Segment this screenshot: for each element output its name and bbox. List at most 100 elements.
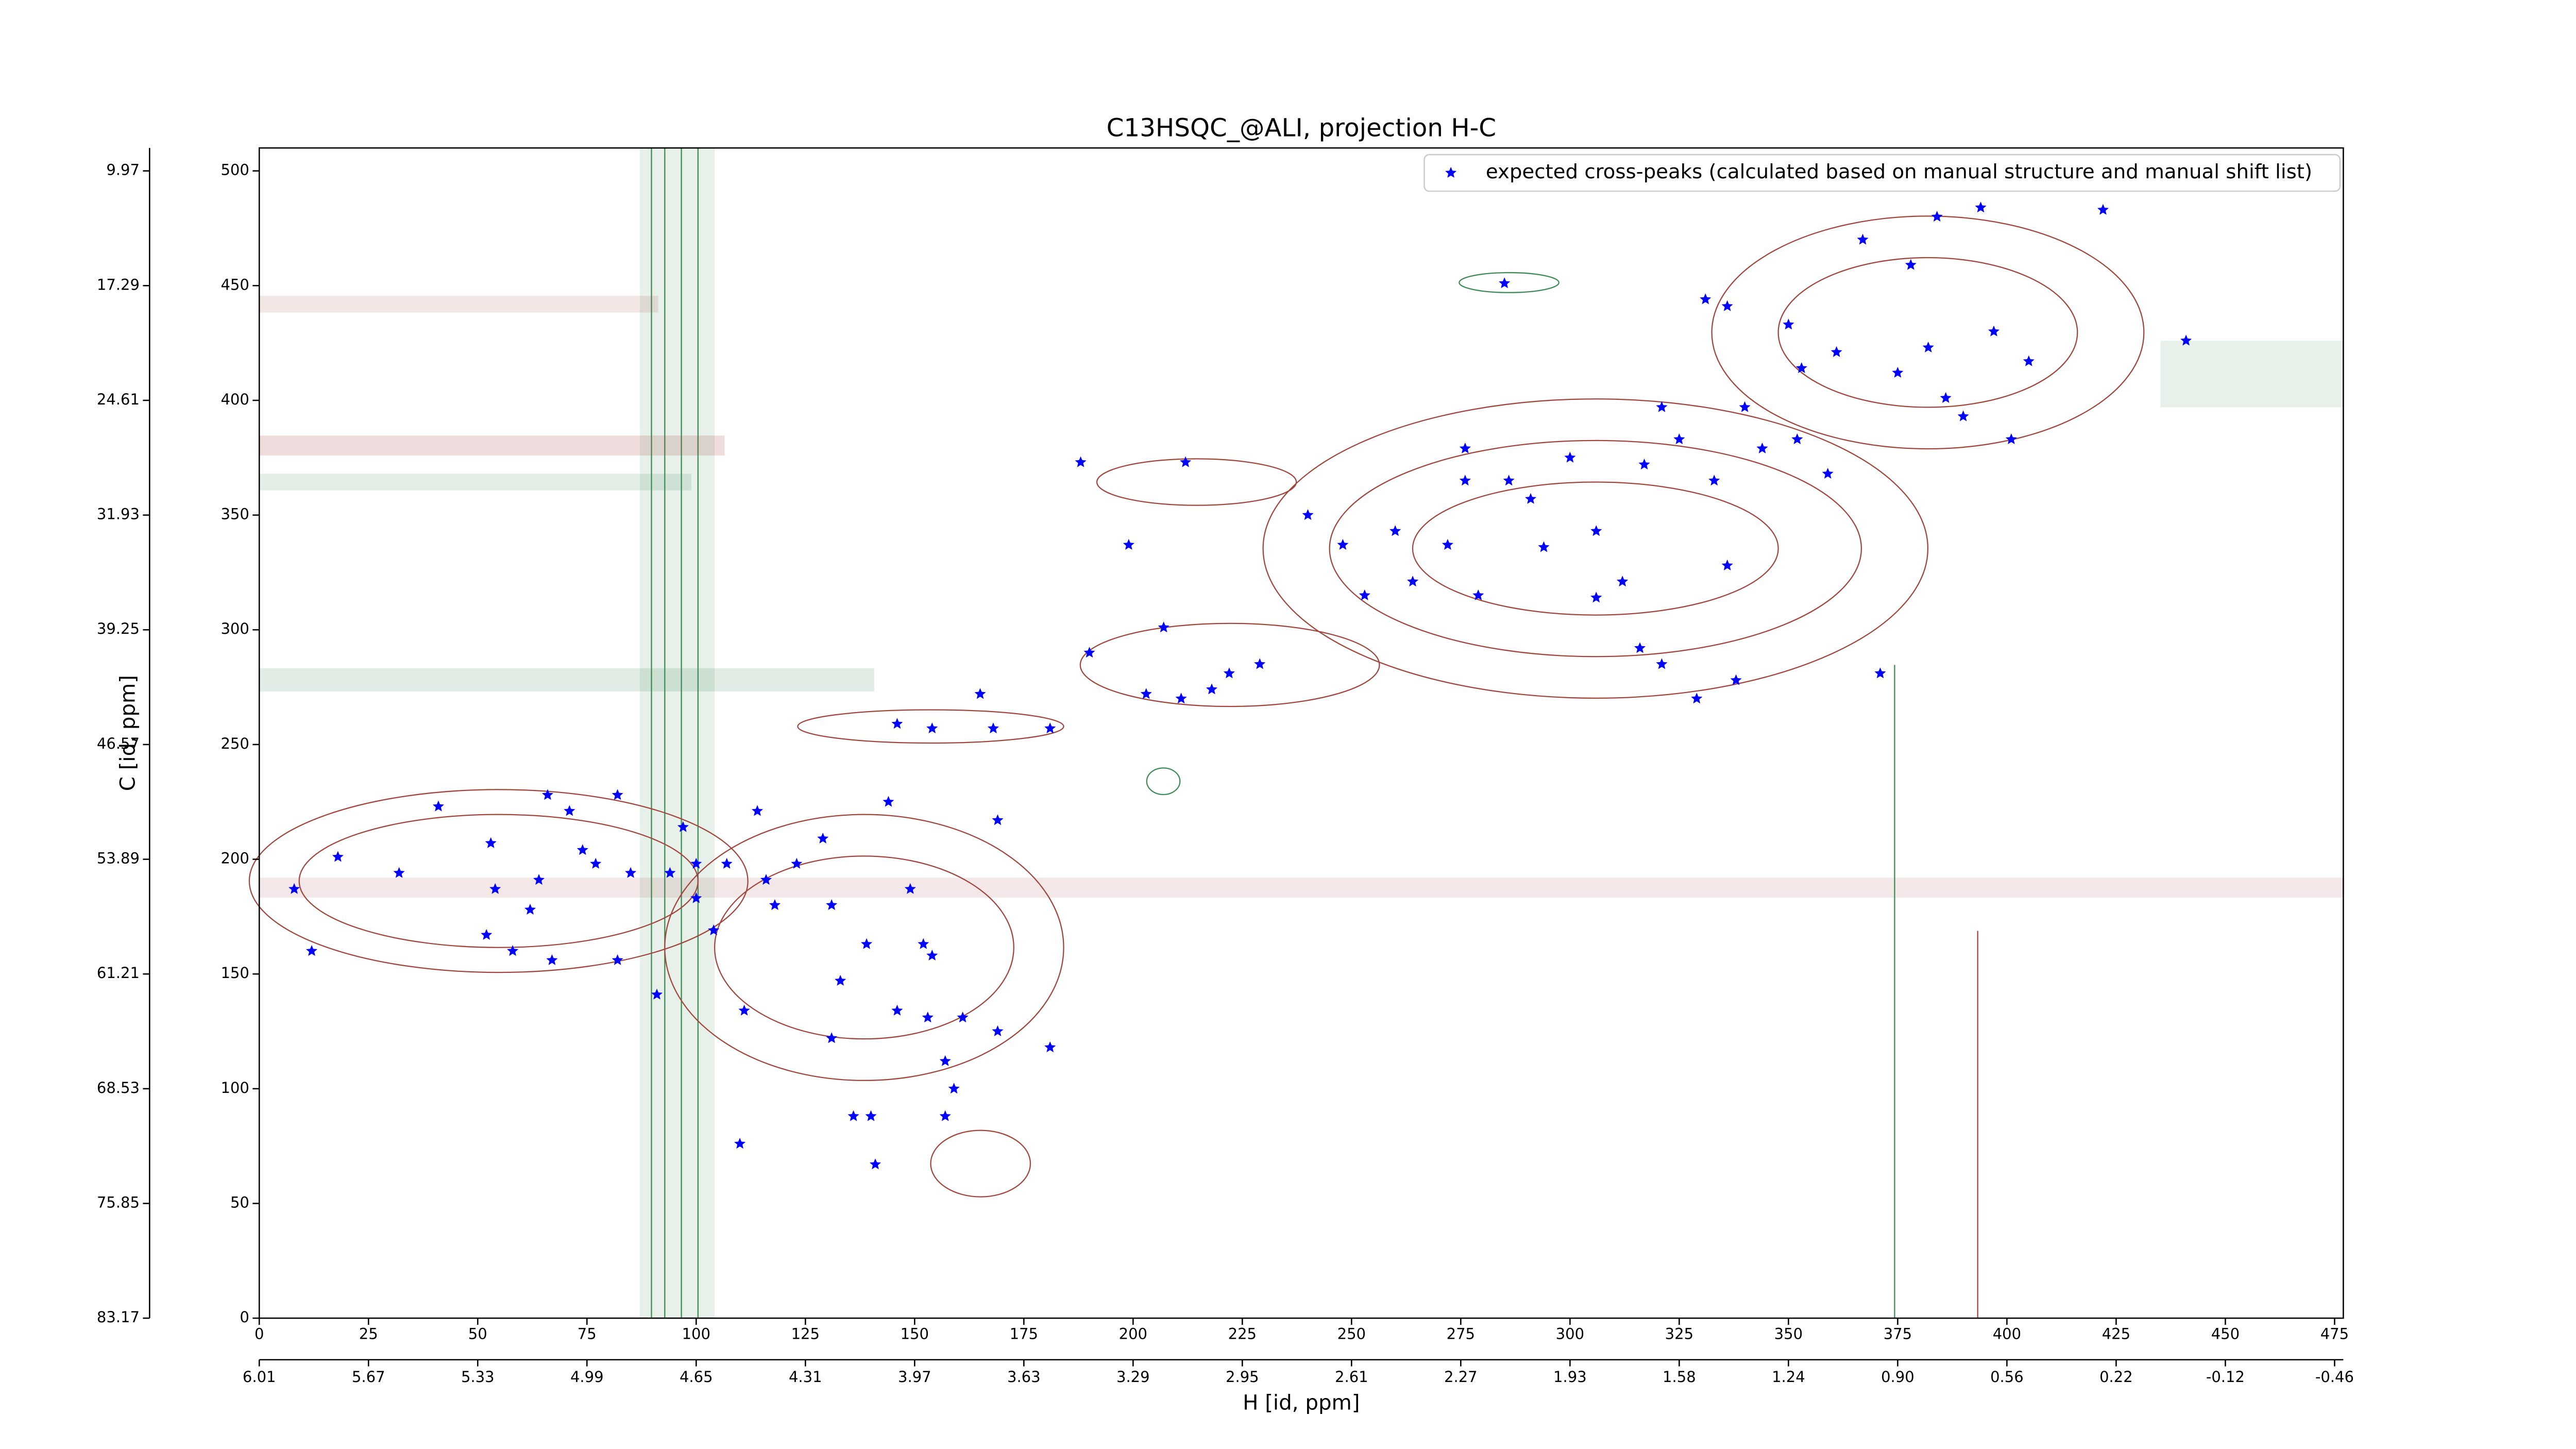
cross-peak-marker <box>1721 559 1733 570</box>
cross-peak-marker <box>1180 456 1192 467</box>
y-tick-label: 450 <box>221 276 249 293</box>
cross-peak-marker <box>524 903 536 915</box>
cross-peak-marker <box>306 945 318 956</box>
x-tick-label: 300 <box>1556 1325 1584 1342</box>
cross-peak-marker <box>1389 525 1401 536</box>
legend: expected cross-peaks (calculated based o… <box>1423 154 2341 192</box>
cross-peak-marker <box>1302 509 1314 520</box>
cross-peak-marker <box>664 867 676 878</box>
cross-peak-marker <box>1223 667 1235 679</box>
x2-tick-label: 2.61 <box>1335 1368 1368 1386</box>
cross-peak-marker <box>904 883 916 894</box>
x-tick-label: 150 <box>901 1325 929 1342</box>
cross-peak-marker <box>1254 658 1266 669</box>
x2-tick-label: 0.90 <box>1881 1368 1914 1386</box>
cross-peak-marker <box>1708 475 1720 486</box>
y2-tick-label: 17.29 <box>97 276 140 293</box>
cross-peak-marker <box>1499 277 1511 289</box>
cross-peak-marker <box>625 867 637 878</box>
cross-peak-marker <box>992 814 1004 825</box>
x2-tick-label: 5.67 <box>352 1368 385 1386</box>
cross-peak-marker <box>612 789 623 800</box>
cross-peak-marker <box>708 924 720 935</box>
x2-tick-label: 4.31 <box>789 1368 822 1386</box>
cross-peak-marker <box>734 1138 746 1149</box>
cross-peak-marker <box>1831 346 1842 357</box>
cross-peak-marker <box>926 949 938 961</box>
x2-tick-label: 2.95 <box>1226 1368 1259 1386</box>
cross-peak-marker <box>481 929 493 940</box>
cross-peak-marker <box>1940 392 1952 403</box>
cross-peaks <box>289 201 2192 1170</box>
y2-tick-label: 83.17 <box>97 1308 140 1326</box>
x-tick-label: 275 <box>1447 1325 1475 1342</box>
x-tick-label: 400 <box>1993 1325 2021 1342</box>
cross-peak-marker <box>865 1110 877 1121</box>
y2-tick-label: 39.25 <box>97 620 140 637</box>
cross-peak-marker <box>1730 674 1742 685</box>
cross-peak-marker <box>1442 538 1453 550</box>
spectrum-contours <box>248 148 2344 1319</box>
cross-peak-marker <box>2180 334 2192 346</box>
cross-peak-marker <box>883 796 894 807</box>
cross-peak-marker <box>1459 475 1471 486</box>
cross-peak-marker <box>939 1055 951 1066</box>
y-tick-label: 500 <box>221 161 249 179</box>
cross-peak-marker <box>690 857 702 869</box>
cross-peak-marker <box>1075 456 1087 467</box>
chart-title: C13HSQC_@ALI, projection H-C <box>1107 114 1496 143</box>
y2-tick-label: 68.53 <box>97 1079 140 1097</box>
x-tick-label: 425 <box>2102 1325 2130 1342</box>
x2-tick-label: 5.33 <box>461 1368 495 1386</box>
cross-peak-marker <box>1525 493 1537 504</box>
cross-peak-marker <box>1857 233 1869 245</box>
x2-tick-label: 2.27 <box>1444 1368 1478 1386</box>
cross-peak-marker <box>332 851 344 862</box>
y2-tick-label: 31.93 <box>97 506 140 523</box>
x-tick-label: 450 <box>2211 1325 2240 1342</box>
cross-peak-marker <box>826 899 838 910</box>
cross-peak-marker <box>817 832 829 844</box>
x-tick-label: 350 <box>1774 1325 1803 1342</box>
y-tick-label: 150 <box>221 964 249 982</box>
plot-frame <box>258 147 2344 1319</box>
cross-peak-marker <box>926 722 938 734</box>
y-tick-label: 50 <box>230 1193 249 1211</box>
cross-peak-marker <box>2097 204 2109 215</box>
cross-peak-marker <box>1083 647 1095 658</box>
cross-peak-marker <box>1538 541 1550 552</box>
cross-peak-marker <box>939 1110 951 1121</box>
cross-peak-marker <box>1874 667 1886 679</box>
cross-peak-marker <box>1459 442 1471 453</box>
x2-tick-label: 3.29 <box>1116 1368 1150 1386</box>
cross-peak-marker <box>546 954 558 965</box>
cross-peak-marker <box>1590 592 1602 603</box>
x2-tick-label: 6.01 <box>243 1368 276 1386</box>
y2-tick-label: 53.89 <box>97 850 140 867</box>
cross-peak-marker <box>393 867 405 878</box>
cross-peak-marker <box>957 1012 969 1023</box>
x-tick-label: 100 <box>682 1325 710 1342</box>
y2-tick-label: 75.85 <box>97 1193 140 1211</box>
cross-peak-marker <box>541 789 553 800</box>
legend-label: expected cross-peaks (calculated based o… <box>1486 160 2312 183</box>
cross-peak-marker <box>860 938 873 949</box>
x-tick-label: 200 <box>1119 1325 1147 1342</box>
cross-peak-marker <box>738 1004 750 1016</box>
y-tick-label: 350 <box>221 506 249 523</box>
cross-peak-marker <box>1472 589 1484 600</box>
x2-tick-label: -0.46 <box>2315 1368 2354 1386</box>
cross-peak-marker <box>721 857 733 869</box>
y-tick-label: 0 <box>240 1308 249 1326</box>
cross-peak-marker <box>489 883 501 894</box>
cross-peak-marker <box>1892 366 1904 378</box>
cross-peak-marker <box>791 857 803 869</box>
x2-tick-label: 1.24 <box>1772 1368 1805 1386</box>
y-tick-label: 400 <box>221 391 249 408</box>
cross-peak-marker <box>948 1083 960 1094</box>
cross-peak-marker <box>835 974 846 986</box>
cross-peak-marker <box>651 988 663 1000</box>
cross-peak-marker <box>1634 642 1646 653</box>
cross-peak-marker <box>2005 433 2017 445</box>
